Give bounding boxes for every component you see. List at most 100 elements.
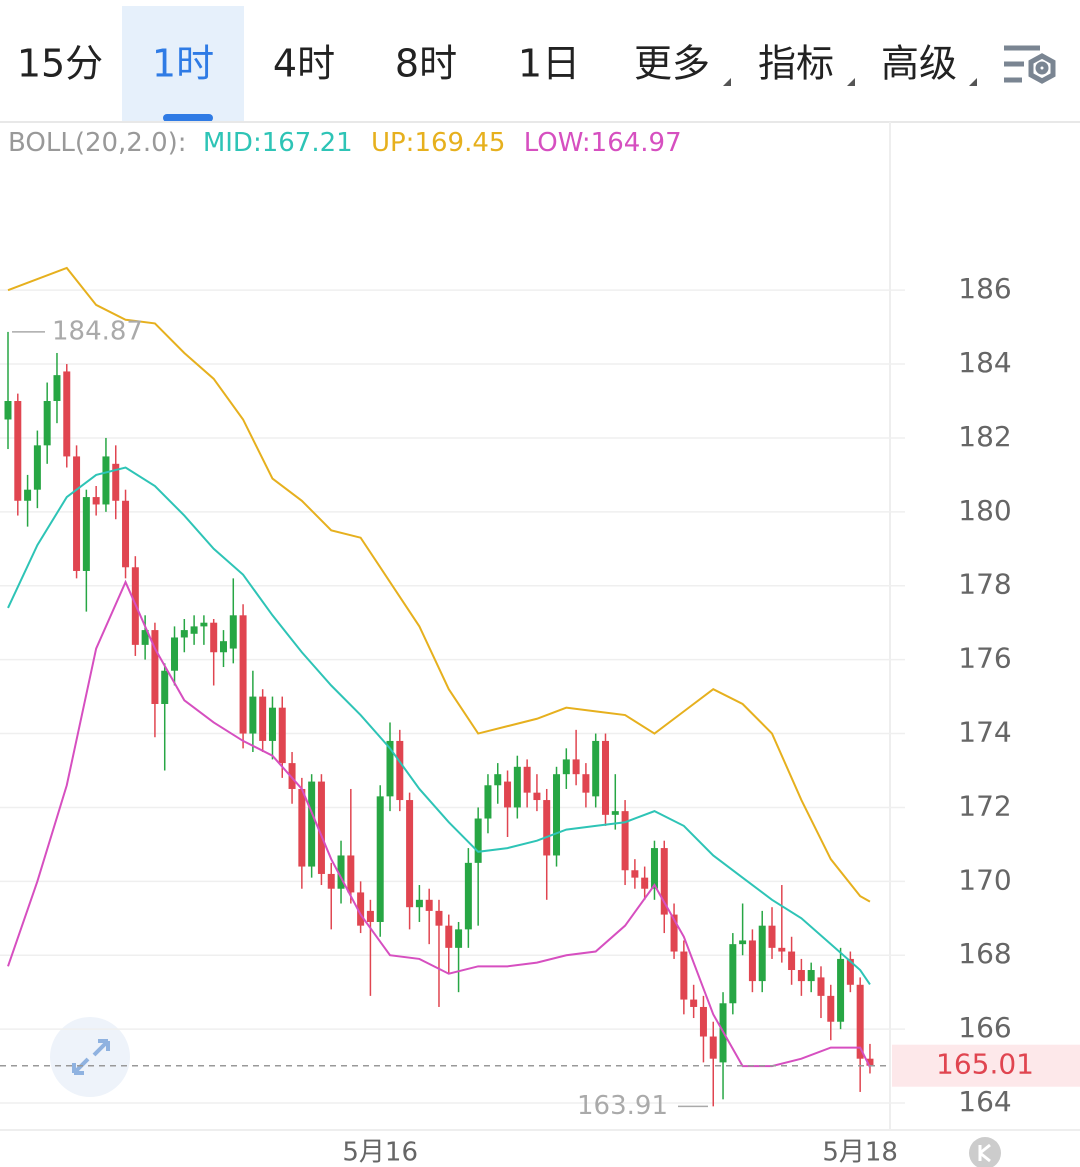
candle-body [513, 766, 521, 808]
candle-body [268, 707, 276, 741]
candle-body [141, 630, 149, 645]
low-label: 163.91 [577, 1091, 668, 1121]
tab[interactable]: 8时 [395, 42, 457, 86]
active-tab-indicator [163, 114, 213, 122]
last-price-label: 165.01 [936, 1048, 1034, 1081]
high-label: 184.87 [52, 316, 143, 346]
y-tick-label: 166 [958, 1011, 1011, 1044]
candle-body [288, 763, 296, 789]
candle-body [415, 899, 423, 908]
y-tick-label: 174 [958, 716, 1011, 749]
candle-body [827, 995, 835, 1022]
candle-body [298, 788, 306, 867]
candle-body [259, 696, 267, 741]
legend-value: 169.45 [414, 128, 505, 158]
legend-value: 164.97 [591, 128, 682, 158]
boll-label: BOLL(20,2.0): [8, 128, 187, 158]
candle-body [660, 848, 668, 915]
candle-body [611, 811, 619, 815]
legend-name: MID: [203, 128, 262, 158]
active-tab-bg [122, 6, 244, 122]
y-tick-label: 176 [958, 642, 1011, 675]
candle-body [92, 497, 100, 505]
candle-body [337, 855, 345, 889]
candle-body [709, 1036, 717, 1059]
y-tick-label: 178 [958, 568, 1011, 601]
candle-body [229, 615, 237, 649]
candle-body [445, 925, 453, 948]
candle-body [788, 951, 796, 971]
tab[interactable]: 15分 [17, 42, 103, 86]
candle-body [171, 637, 179, 671]
y-tick-label: 186 [958, 272, 1011, 305]
candle-body [406, 800, 414, 908]
y-tick-label: 180 [958, 494, 1011, 527]
candle-body [699, 1006, 707, 1037]
tab[interactable]: 1时 [152, 42, 214, 86]
candle-body [601, 740, 609, 815]
candle-body [24, 489, 32, 501]
y-tick-label: 182 [958, 420, 1011, 453]
candle-body [102, 456, 110, 505]
candle-body [739, 940, 747, 945]
candle-body [641, 877, 649, 889]
candle-body [758, 925, 766, 982]
candle-body [582, 774, 590, 793]
candle-body [33, 445, 41, 490]
tab[interactable]: 更多 [634, 42, 710, 86]
candle-body [631, 870, 639, 878]
candle-body [474, 818, 482, 863]
candle-body [650, 848, 658, 889]
candle-body [856, 984, 864, 1059]
candle-body [4, 401, 12, 420]
candle-body [112, 463, 120, 501]
candle-body [572, 759, 580, 775]
candle-body [866, 1058, 874, 1066]
candle-body [357, 892, 365, 926]
y-tick-label: 164 [958, 1085, 1011, 1118]
candle-body [190, 626, 198, 634]
boll-line [7, 266, 871, 903]
settings-icon[interactable] [1004, 45, 1056, 84]
candle-body [543, 800, 551, 856]
candle-body [308, 781, 316, 867]
legend-value: 167.21 [262, 128, 353, 158]
candle-body [376, 796, 384, 922]
x-tick-label: 5月18 [822, 1138, 898, 1167]
candle-body [523, 766, 531, 793]
legend-name: LOW: [524, 128, 591, 158]
candle-body [533, 792, 541, 801]
y-tick-label: 170 [958, 863, 1011, 896]
candle-body [680, 951, 688, 1000]
tab[interactable]: 指标 [758, 42, 834, 86]
candle-body [161, 670, 169, 704]
dropdown-arrows [723, 78, 977, 86]
candle-body [53, 375, 61, 402]
x-tick-label: 5月16 [342, 1138, 418, 1167]
candle-body [778, 947, 786, 952]
tab[interactable]: 4时 [273, 42, 335, 86]
candle-body [729, 944, 737, 1004]
kline-icon[interactable] [969, 1137, 1001, 1167]
boll-line [7, 466, 871, 985]
last-price-box [892, 1044, 1080, 1087]
candle-body [82, 497, 90, 571]
candles [4, 331, 874, 1107]
boll-legend: BOLL(20,2.0): MID:167.21 UP:169.45 LOW:1… [8, 128, 682, 158]
candle-body [553, 774, 561, 856]
candle-body [817, 977, 825, 996]
candle-body [73, 456, 81, 571]
candle-body [386, 740, 394, 797]
candle-body [396, 740, 404, 801]
candle-body [690, 999, 698, 1007]
candle-body [837, 958, 845, 1022]
candle-body [347, 855, 355, 893]
tab[interactable]: 高级 [881, 42, 957, 86]
candle-body [504, 781, 512, 808]
tab[interactable]: 1日 [518, 42, 580, 86]
candle-body [621, 811, 629, 871]
candle-body [494, 774, 502, 786]
candle-body [327, 873, 335, 889]
candle-body [122, 500, 130, 568]
y-tick-label: 172 [958, 789, 1011, 822]
